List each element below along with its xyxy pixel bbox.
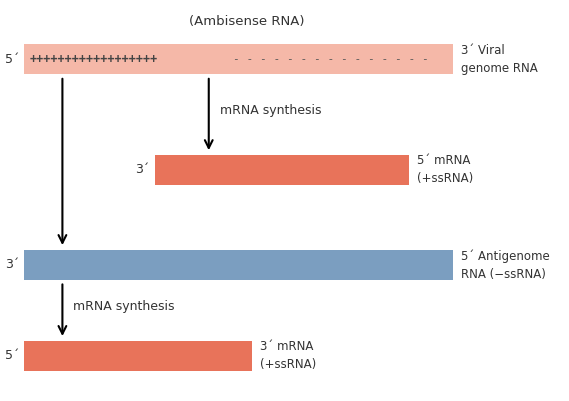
Text: 3´: 3´ bbox=[135, 163, 149, 176]
Text: 5´: 5´ bbox=[5, 349, 19, 362]
Bar bbox=[155, 155, 409, 185]
Text: mRNA synthesis: mRNA synthesis bbox=[220, 104, 321, 117]
Text: 5´ mRNA
(+ssRNA): 5´ mRNA (+ssRNA) bbox=[418, 154, 473, 185]
Bar bbox=[24, 44, 453, 74]
Text: 5´ Antigenome
RNA (−ssRNA): 5´ Antigenome RNA (−ssRNA) bbox=[461, 249, 550, 281]
Text: 3´: 3´ bbox=[5, 258, 19, 271]
Text: mRNA synthesis: mRNA synthesis bbox=[73, 300, 175, 313]
Text: ++++++++++++++++++: ++++++++++++++++++ bbox=[30, 53, 158, 66]
Text: - - - - - - - - - - - - - - -: - - - - - - - - - - - - - - - bbox=[233, 54, 429, 64]
Text: 3´ Viral
genome RNA: 3´ Viral genome RNA bbox=[461, 44, 538, 75]
Text: (Ambisense RNA): (Ambisense RNA) bbox=[189, 15, 304, 28]
Bar bbox=[24, 250, 453, 279]
Bar bbox=[24, 341, 252, 371]
Text: 3´ mRNA
(+ssRNA): 3´ mRNA (+ssRNA) bbox=[260, 340, 316, 371]
Text: 5´: 5´ bbox=[5, 53, 19, 66]
